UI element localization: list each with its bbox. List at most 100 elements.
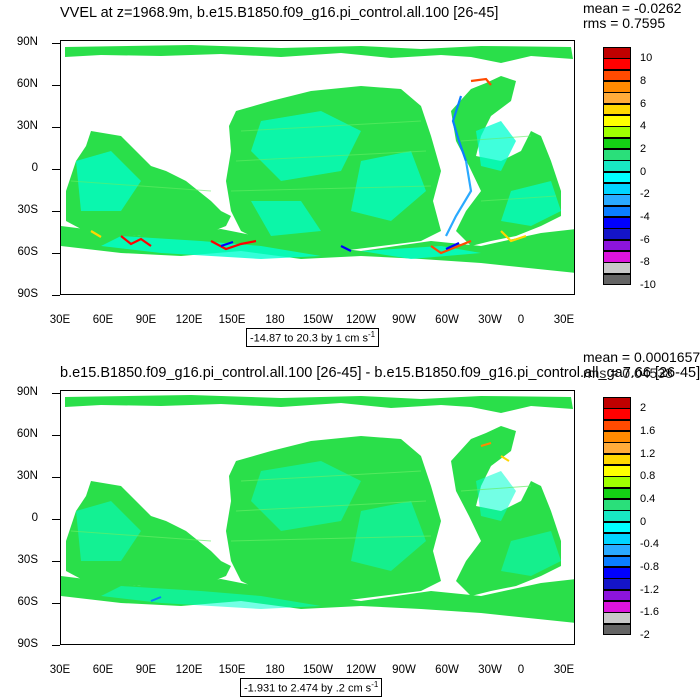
y-tick-label: 30N: [16, 120, 38, 132]
colorbar-segment: [603, 555, 631, 568]
map-title: b.e15.B1850.f09_g16.pi_control.all.100 […: [60, 365, 700, 381]
x-tick-label: 30W: [478, 314, 502, 326]
y-tick-label: 30S: [17, 554, 38, 566]
contour-range-label: -1.931 to 2.474 by .2 cm s-1: [240, 678, 383, 697]
mean-stat: mean = 0.0001657: [583, 349, 700, 365]
colorbar-tick-label: -6: [640, 233, 650, 246]
colorbar-segment: [603, 47, 631, 59]
colorbar-segment: [603, 612, 631, 625]
x-tick-label: 180: [265, 314, 285, 326]
ytick-mark: [52, 645, 60, 646]
colorbar-segment: [603, 126, 631, 139]
colorbar-tick-label: 0: [640, 515, 647, 528]
colorbar-segment: [603, 465, 631, 477]
y-tick-label: 0: [31, 512, 38, 524]
colorbar-tick-label: -1.2: [640, 583, 659, 596]
colorbar-segment: [603, 601, 631, 613]
x-tick-label: 120W: [345, 664, 377, 676]
colorbar-segment: [603, 149, 631, 161]
y-tick-label: 30S: [17, 204, 38, 216]
x-tick-label: 30W: [478, 664, 502, 676]
x-tick-label: 0: [517, 664, 525, 676]
x-tick-label: 120W: [345, 314, 377, 326]
difference-field-map: [61, 395, 574, 623]
x-tick-label: 60W: [435, 664, 459, 676]
x-tick-label: 60E: [92, 314, 114, 326]
ocean-field-map: [61, 45, 574, 273]
map-plot-area: [60, 40, 575, 295]
colorbar: [603, 397, 631, 636]
x-tick-label: 30E: [49, 664, 71, 676]
ytick-mark: [52, 253, 60, 254]
colorbar-segment: [603, 442, 631, 455]
colorbar-segment: [603, 567, 631, 579]
colorbar-segment: [603, 431, 631, 443]
rms-stat: rms = 0.04538: [583, 365, 673, 381]
ytick-mark: [52, 127, 60, 128]
colorbar-tick-label: -2: [640, 629, 650, 641]
x-tick-label: 90W: [392, 664, 416, 676]
colorbar-tick-label: -1.6: [640, 606, 659, 619]
colorbar-segment: [603, 137, 631, 150]
colorbar-segment: [603, 171, 631, 184]
x-tick-label: 150E: [218, 314, 246, 326]
contour-range-label: -14.87 to 20.3 by 1 cm s-1: [246, 328, 380, 347]
colorbar-tick-label: 1.2: [640, 447, 656, 460]
ytick-mark: [52, 43, 60, 44]
colorbar-segment: [603, 408, 631, 421]
x-tick-label: 120E: [175, 314, 203, 326]
colorbar-tick-label: -2: [640, 188, 650, 201]
colorbar-segment: [603, 69, 631, 82]
colorbar-segment: [603, 273, 631, 286]
x-tick-label: 60E: [92, 664, 114, 676]
y-tick-label: 0: [31, 162, 38, 174]
x-tick-label: 120E: [175, 664, 203, 676]
colorbar-tick-label: 0.8: [640, 470, 656, 483]
x-tick-label: 60W: [435, 314, 459, 326]
colorbar-segment: [603, 217, 631, 229]
x-tick-label: 30E: [553, 664, 575, 676]
x-tick-label: 90E: [135, 314, 157, 326]
colorbar-segment: [603, 476, 631, 489]
ytick-mark: [52, 295, 60, 296]
colorbar-tick-label: -0.8: [640, 561, 659, 573]
map-plot-area: [60, 390, 575, 645]
x-tick-label: 150E: [218, 664, 246, 676]
colorbar-tick-label: 2: [640, 143, 647, 155]
colorbar-tick-label: -8: [640, 256, 650, 269]
x-tick-label: 0: [517, 314, 525, 326]
x-tick-label: 30E: [553, 314, 575, 326]
y-tick-label: 90S: [17, 288, 38, 300]
colorbar-segment: [603, 81, 631, 93]
colorbar-segment: [603, 521, 631, 534]
colorbar-segment: [603, 487, 631, 500]
colorbar-segment: [603, 251, 631, 263]
colorbar-tick-label: -4: [640, 211, 650, 223]
colorbar-segment: [603, 589, 631, 602]
colorbar-tick-label: -10: [640, 279, 656, 291]
colorbar-tick-label: -0.4: [640, 538, 659, 551]
colorbar-segment: [603, 578, 631, 591]
y-tick-label: 30N: [16, 470, 38, 482]
mean-stat: mean = -0.0262: [583, 0, 682, 16]
colorbar-segment: [603, 103, 631, 116]
colorbar-segment: [603, 499, 631, 511]
colorbar-segment: [603, 533, 631, 545]
colorbar-segment: [603, 510, 631, 523]
colorbar-segment: [603, 397, 631, 409]
colorbar-tick-label: 2: [640, 402, 647, 415]
rms-stat: rms = 0.7595: [583, 15, 666, 31]
y-tick-label: 90S: [17, 638, 38, 650]
colorbar-segment: [603, 183, 631, 195]
x-tick-label: 180: [265, 664, 285, 676]
colorbar-segment: [603, 92, 631, 105]
colorbar-tick-label: 6: [640, 97, 647, 110]
colorbar-segment: [603, 453, 631, 466]
map-panel-bottom: b.e15.B1850.f09_g16.pi_control.all.100 […: [0, 350, 700, 700]
colorbar-segment: [603, 239, 631, 252]
y-tick-label: 60N: [16, 78, 38, 90]
colorbar: [603, 47, 631, 286]
ytick-mark: [52, 393, 60, 394]
colorbar-tick-label: 4: [640, 120, 647, 133]
colorbar-tick-label: 10: [640, 52, 653, 65]
